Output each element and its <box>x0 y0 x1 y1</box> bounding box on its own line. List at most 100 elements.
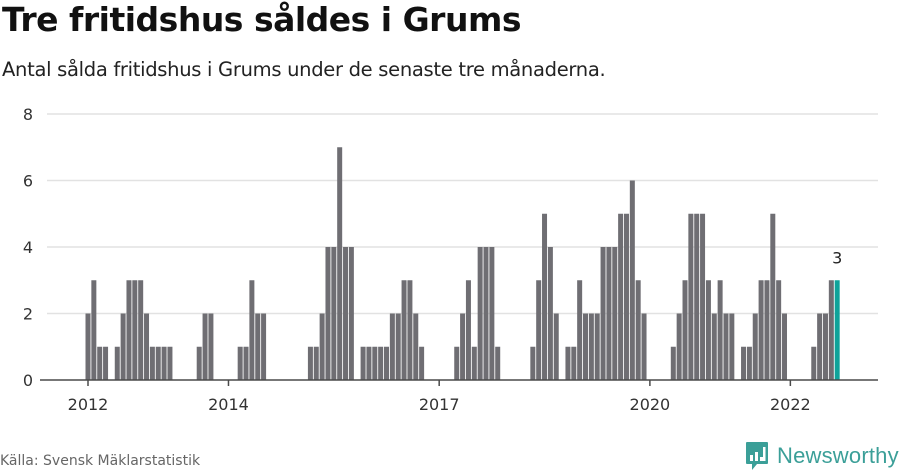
bar <box>483 247 489 380</box>
bar <box>401 280 407 380</box>
bar <box>343 247 349 380</box>
brand-name: Newsworthy <box>777 443 899 468</box>
bar <box>758 280 764 380</box>
bar <box>618 213 624 380</box>
source-note: Källa: Svensk Mäklarstatistik <box>0 453 201 469</box>
bar <box>465 280 471 380</box>
bar <box>138 280 144 380</box>
x-tick-label: 2014 <box>208 395 249 414</box>
bar <box>817 313 823 380</box>
bar <box>752 313 758 380</box>
bar <box>126 280 132 380</box>
bar <box>553 313 559 380</box>
bar <box>688 213 694 380</box>
bar <box>255 313 261 380</box>
bar <box>114 346 120 380</box>
bar <box>413 313 419 380</box>
bar <box>407 280 413 380</box>
chart-subtitle: Antal sålda fritidshus i Grums under de … <box>2 58 606 81</box>
x-tick-label: 2022 <box>770 395 811 414</box>
bar <box>489 247 495 380</box>
bar <box>120 313 126 380</box>
y-tick-label: 0 <box>23 371 33 390</box>
bar <box>337 147 343 380</box>
bar <box>577 280 583 380</box>
bar <box>161 346 167 380</box>
bar <box>249 280 255 380</box>
bar <box>97 346 103 380</box>
bar <box>822 313 828 380</box>
bar <box>261 313 267 380</box>
bar <box>237 346 243 380</box>
bar <box>670 346 676 380</box>
bar <box>132 280 138 380</box>
bar <box>828 280 834 380</box>
y-tick-label: 2 <box>23 305 33 324</box>
bar <box>384 346 389 380</box>
x-tick-label: 2017 <box>419 395 460 414</box>
bar <box>325 247 331 380</box>
bar <box>419 346 425 380</box>
bar <box>372 346 378 380</box>
bar <box>641 313 647 380</box>
chart-title: Tre fritidshus såldes i Grums <box>2 0 521 39</box>
bar <box>243 346 249 380</box>
bar <box>360 346 366 380</box>
bar <box>776 280 782 380</box>
bar <box>682 280 688 380</box>
bar <box>366 346 372 380</box>
bar <box>103 346 109 380</box>
bars <box>85 147 840 380</box>
y-axis-labels: 0 2 4 6 8 <box>23 105 33 390</box>
bar <box>723 313 729 380</box>
bar <box>307 346 313 380</box>
bar <box>331 247 337 380</box>
value-annotation: 3 <box>832 248 842 267</box>
bar <box>85 313 91 380</box>
bar <box>811 346 817 380</box>
brand-logo: Newsworthy <box>745 441 899 471</box>
bar <box>711 313 717 380</box>
bar-chart: 0 2 4 6 8 2012 2014 2017 2020 2022 3 <box>23 105 878 414</box>
bar <box>155 346 161 380</box>
bar <box>717 280 723 380</box>
x-tick-label: 2012 <box>68 395 109 414</box>
bar <box>700 213 706 380</box>
bar <box>536 280 542 380</box>
bar <box>91 280 97 380</box>
bar <box>542 213 548 380</box>
bar <box>770 213 776 380</box>
bar <box>319 313 325 380</box>
bar <box>694 213 700 380</box>
bar <box>395 313 401 380</box>
bar <box>635 280 641 380</box>
bar <box>588 313 594 380</box>
bar <box>623 213 629 380</box>
bar <box>547 247 553 380</box>
y-tick-label: 8 <box>23 105 33 124</box>
bar <box>705 280 711 380</box>
bar <box>583 313 588 380</box>
bar <box>764 280 770 380</box>
x-axis-ticks: 2012 2014 2017 2020 2022 <box>68 380 811 414</box>
latest-value-label: 3 <box>832 248 842 267</box>
bar <box>460 313 466 380</box>
bar <box>594 313 600 380</box>
bar <box>729 313 735 380</box>
bar <box>208 313 214 380</box>
bar <box>606 247 612 380</box>
bar <box>167 346 173 380</box>
bar <box>530 346 536 380</box>
bar <box>571 346 577 380</box>
bar <box>144 313 150 380</box>
bar <box>454 346 460 380</box>
y-tick-label: 4 <box>23 238 33 257</box>
x-tick-label: 2020 <box>630 395 671 414</box>
bar <box>471 346 477 380</box>
y-gridlines <box>47 113 878 315</box>
bar <box>565 346 571 380</box>
bar <box>196 346 202 380</box>
bar <box>629 180 635 380</box>
bar <box>612 247 618 380</box>
bar <box>348 247 354 380</box>
